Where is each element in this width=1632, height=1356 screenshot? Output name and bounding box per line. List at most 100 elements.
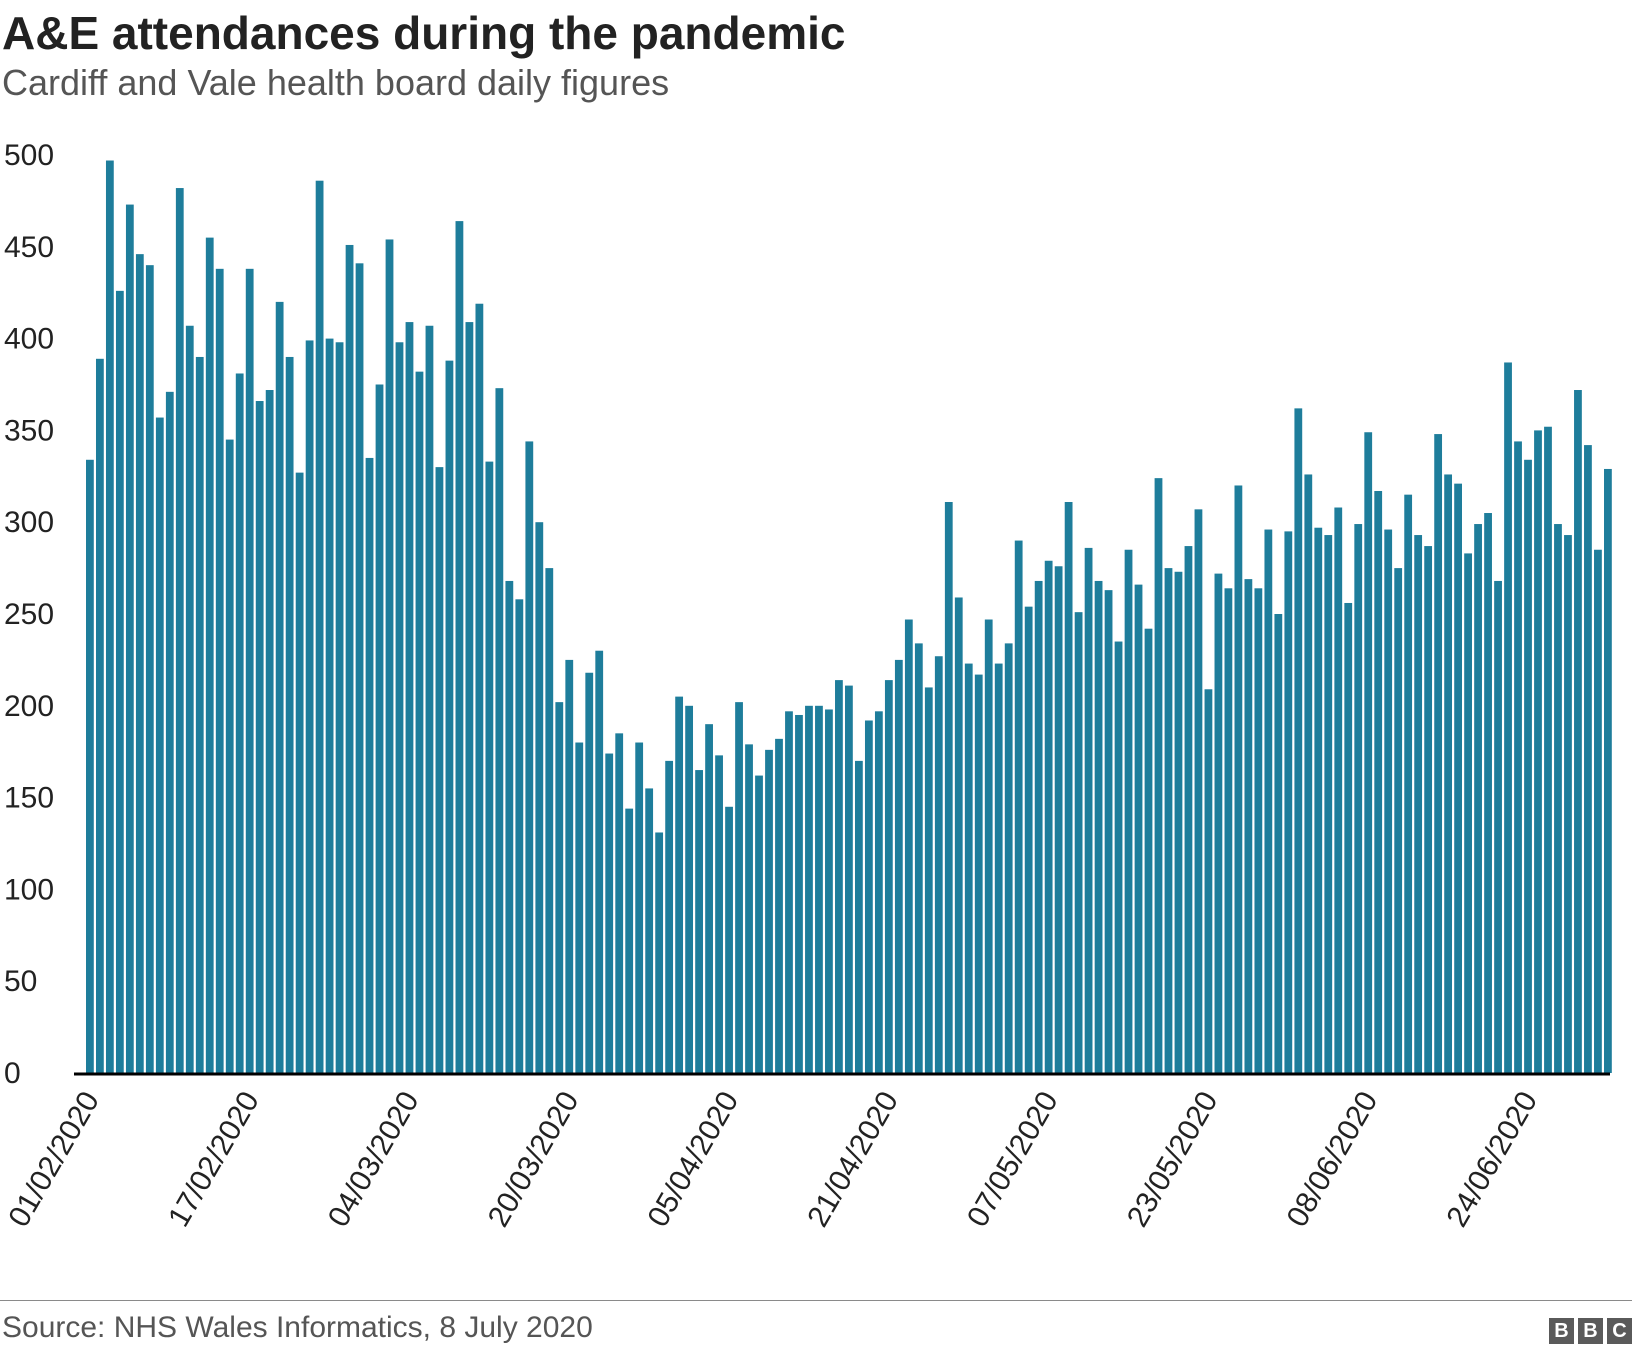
- bar: [924, 687, 933, 1073]
- bar: [1424, 546, 1433, 1073]
- bar: [1144, 628, 1153, 1073]
- bar: [315, 180, 324, 1073]
- bar: [1224, 588, 1233, 1073]
- bar: [1594, 549, 1602, 1073]
- bar: [1164, 568, 1173, 1073]
- bar: [215, 268, 224, 1074]
- bar: [685, 705, 694, 1073]
- bar: [1134, 584, 1143, 1073]
- bar: [1404, 494, 1413, 1073]
- bar: [1464, 553, 1472, 1073]
- bar: [1324, 535, 1333, 1073]
- bar: [365, 457, 374, 1073]
- bar: [86, 459, 94, 1073]
- bar: [345, 244, 354, 1073]
- bar: [785, 711, 793, 1073]
- bar: [884, 680, 893, 1073]
- bar: [455, 221, 464, 1074]
- bar: [495, 388, 504, 1073]
- bar: [835, 680, 843, 1073]
- bar: [615, 733, 624, 1073]
- bar: [755, 775, 763, 1073]
- bar: [1544, 426, 1552, 1074]
- bar: [934, 656, 943, 1073]
- bar: [515, 599, 524, 1073]
- bar: [225, 439, 234, 1074]
- bar: [185, 325, 194, 1073]
- footer-divider: [0, 1300, 1632, 1301]
- bar: [1114, 641, 1123, 1073]
- bar: [645, 788, 654, 1073]
- bar: [1204, 689, 1213, 1073]
- bar: [994, 663, 1003, 1073]
- bar: [665, 760, 674, 1073]
- bar: [505, 580, 514, 1073]
- bar: [585, 672, 594, 1073]
- bar: [984, 619, 993, 1073]
- bar: [1384, 529, 1393, 1073]
- bar: [485, 461, 494, 1073]
- logo-letter: B: [1578, 1318, 1603, 1344]
- bar: [795, 714, 803, 1073]
- bar: [525, 441, 534, 1073]
- bar: [715, 755, 723, 1073]
- bar: [535, 522, 544, 1073]
- x-tick-label: 05/04/2020: [642, 1086, 746, 1233]
- bar: [964, 663, 973, 1073]
- bar: [175, 188, 184, 1074]
- bar: [445, 360, 454, 1073]
- bar: [974, 674, 983, 1073]
- bar: [625, 808, 634, 1073]
- bar: [435, 467, 444, 1073]
- bar: [725, 806, 733, 1073]
- bar: [385, 239, 394, 1073]
- bar: [705, 724, 713, 1073]
- bar: [1344, 602, 1353, 1073]
- bbc-logo: B B C: [1549, 1318, 1632, 1344]
- logo-letter: C: [1607, 1318, 1632, 1344]
- bar: [265, 390, 274, 1073]
- bar: [1194, 509, 1203, 1074]
- bar: [545, 568, 554, 1073]
- logo-letter: B: [1549, 1318, 1574, 1344]
- bar: [555, 702, 564, 1073]
- bar: [335, 342, 344, 1073]
- bar: [1564, 535, 1572, 1073]
- bar: [1124, 549, 1133, 1073]
- bar: [255, 401, 264, 1073]
- y-tick-label: 50: [4, 965, 37, 998]
- y-tick-label: 150: [4, 782, 54, 815]
- bar: [1254, 588, 1263, 1073]
- bar: [805, 705, 813, 1073]
- bar: [195, 356, 204, 1074]
- y-tick-label: 400: [4, 323, 54, 356]
- bar: [1044, 560, 1053, 1073]
- bar: [635, 742, 644, 1073]
- y-tick-label: 500: [4, 139, 54, 172]
- bar: [1494, 580, 1502, 1073]
- bar: [1314, 527, 1323, 1073]
- bar: [1084, 547, 1093, 1073]
- bar: [1504, 362, 1512, 1074]
- bar: [1374, 490, 1383, 1073]
- bar: [1004, 643, 1013, 1073]
- x-tick-label: 07/05/2020: [961, 1086, 1065, 1233]
- chart-title: A&E attendances during the pandemic: [2, 7, 846, 59]
- bar: [1174, 571, 1183, 1073]
- bar: [1294, 408, 1303, 1073]
- bar: [1484, 513, 1492, 1073]
- bar: [1074, 612, 1083, 1073]
- bar: [375, 384, 384, 1073]
- bar: [874, 711, 883, 1073]
- bar: [465, 322, 474, 1074]
- bar-chart: 0 50 100 150 200 250 300 350 400 450 500 01/02/2020…: [2, 139, 1612, 1233]
- bar: [815, 705, 823, 1073]
- x-tick-label: 17/02/2020: [162, 1086, 266, 1233]
- y-tick-label: 250: [4, 598, 54, 631]
- bar: [854, 760, 863, 1073]
- bar: [95, 358, 104, 1073]
- bar: [1444, 474, 1453, 1074]
- bar: [595, 650, 604, 1073]
- bar: [1284, 531, 1293, 1073]
- x-tick-label: 01/02/2020: [2, 1086, 106, 1233]
